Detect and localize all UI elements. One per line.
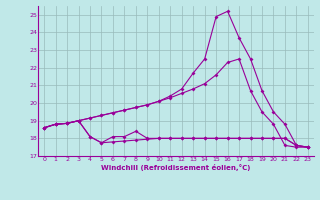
X-axis label: Windchill (Refroidissement éolien,°C): Windchill (Refroidissement éolien,°C)	[101, 164, 251, 171]
